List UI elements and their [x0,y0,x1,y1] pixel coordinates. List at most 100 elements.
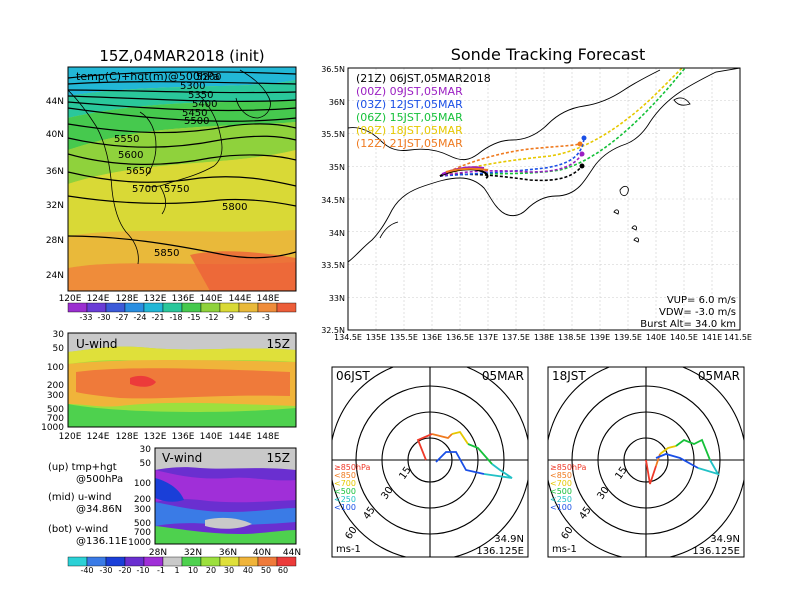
note-line: (up) tmp+hgt [48,462,117,473]
contour-label: 5300 [180,81,205,92]
vwind-band [155,526,296,544]
colorbar-tick: -33 [79,313,92,322]
lon-tick-label: 139.5E [614,333,642,342]
lon-tick-label: 135.5E [390,333,418,342]
colorbar-tick: 10 [188,566,198,575]
note-line: @136.11E [76,536,127,547]
hodo-trace-lowlevel [645,459,657,485]
level-legend-entry: <100 [334,503,356,512]
colorbar-tick: -40 [80,566,93,575]
temp-map-overlay-label: temp(C)+hgt(m)@500hPa [76,70,220,83]
colorbar-tick: -21 [151,313,164,322]
p-tick-label: 30 [140,445,152,455]
lat-tick-label: 33.5N [321,261,345,270]
hodo-lat: 34.9N [494,534,524,545]
lon-tick-label: 124E [87,432,110,442]
uwind-band [68,333,296,352]
lon-tick-label: 140E [646,333,666,342]
uwind-band [130,375,156,387]
p-tick-label: 1000 [128,538,151,548]
hodo-unit: ms-1 [552,544,577,555]
temp-map-panel: 15Z,04MAR2018 (init) [46,47,297,304]
lon-tick-label: 140.5E [670,333,698,342]
colorbar-cell [105,302,126,313]
lon-tick-label: 140E [200,432,223,442]
colorbar-cell [219,302,240,313]
colorbar-cell [143,556,164,567]
coastline [613,209,619,215]
p-tick-label: 50 [140,459,152,469]
colorbar-tick: -24 [133,313,146,322]
p-tick-label: 500 [134,519,151,529]
track-end-point [577,141,583,147]
colorbar-tick: -20 [118,566,131,575]
colorbar-tick: -15 [187,313,200,322]
legend-entry: (00Z) 09JST,05MAR [356,85,463,98]
legend-entry: (09Z) 18JST,05MAR [356,124,463,137]
wind-colorbar: -40 -30 -20 -10 -1 1 10 20 30 40 50 60 [67,556,297,575]
track-lat-axis: 36.5N 36N 35.5N 35N 34.5N 34N 33.5N 33N … [321,65,345,335]
note-line: @500hPa [76,474,123,485]
level-legend-entry: <100 [550,503,572,512]
lat-tick-label: 33N [329,294,345,303]
lon-tick-label: 120E [59,294,82,304]
track-params: VUP= 6.0 m/s VDW= -3.0 m/s Burst Alt= 34… [640,295,736,330]
colorbar-tick: -3 [262,313,270,322]
hodo-unit: ms-1 [336,544,361,555]
hodo-lon: 136.125E [692,546,740,557]
hodo-trace-250 [697,459,720,476]
track-00z [439,153,583,177]
p-tick-label: 300 [47,391,64,401]
lat-tick-label: 36N [219,548,237,558]
level-legend-entry: <700 [550,479,572,488]
colorbar-tick: -30 [97,313,110,322]
level-legend-entry: <700 [334,479,356,488]
track-origin-segment [445,167,489,173]
colorbar-cell [86,556,107,567]
temp-map-lon-axis: 120E 124E 128E 132E 136E 140E 144E 148E [59,294,280,304]
param-line: Burst Alt= 34.0 km [640,319,736,330]
colorbar-cell [200,556,221,567]
note-line: (bot) v-wind [48,524,108,535]
colorbar-cell [238,302,259,313]
vwind-p-axis: 30 50 100 200 300 500 700 1000 [128,445,151,548]
lat-tick-label: 32.5N [321,326,345,335]
hodo-trace-500 [675,438,711,461]
param-line: VDW= -3.0 m/s [659,307,736,318]
track-21z [439,165,583,182]
lon-tick-label: 148E [257,294,280,304]
contour-labels: 5200 5300 5350 5400 5450 5500 5550 5600 … [114,72,247,259]
p-tick-label: 300 [134,505,151,515]
vwind-time: 15Z [267,451,291,465]
colorbar-tick: 40 [243,566,253,575]
colorbar-tick: 20 [206,566,216,575]
colorbar-cell [162,556,183,567]
lat-tick-label: 40N [46,130,64,140]
level-legend-entry: <850 [550,471,572,480]
vwind-band [155,478,184,502]
hodo-lon: 136.125E [476,546,524,557]
colorbar-tick: 60 [278,566,288,575]
lon-tick-label: 128E [116,294,139,304]
hodo-lat: 34.9N [710,534,740,545]
panel-notes: (up) tmp+hgt @500hPa (mid) u-wind @34.86… [48,462,127,547]
lon-tick-label: 128E [116,432,139,442]
p-tick-label: 30 [53,330,65,340]
lon-tick-label: 132E [144,432,167,442]
contour-label: 5750 [164,184,189,195]
vwind-title: V-wind [162,451,202,465]
track-origin-segment [439,168,489,179]
colorbar-cell [257,556,278,567]
track-title: Sonde Tracking Forecast [451,45,646,64]
colorbar-cell [200,302,221,313]
colorbar-cell [219,556,240,567]
lat-tick-label: 34.5N [321,196,345,205]
colorbar-cell [162,302,183,313]
contour-label: 5700 [132,184,157,195]
hodo-time: 18JST [552,369,586,383]
param-line: VUP= 6.0 m/s [667,295,736,306]
lat-tick-label: 28N [149,548,167,558]
colorbar-tick: -6 [244,313,252,322]
contour-label: 5450 [182,108,207,119]
track-end-point [581,135,587,141]
